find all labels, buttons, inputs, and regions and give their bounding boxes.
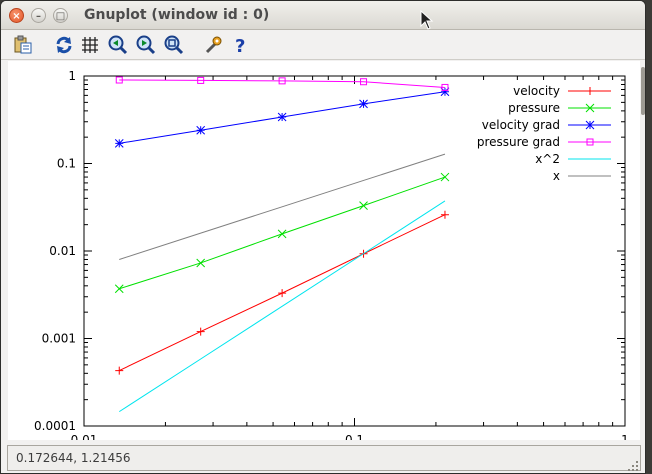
zoom-prev-icon[interactable] (107, 34, 129, 56)
log-log-chart[interactable]: 0.0001 0.001 0.01 0.1 1 0.01 0.1 1 velocity press… (8, 61, 640, 440)
series-line-x (119, 153, 446, 260)
svg-text:?: ? (235, 36, 245, 56)
y-tick-label: 1 (68, 69, 76, 83)
legend-marker-velocity (586, 87, 594, 95)
data-point-pressure-grad (278, 77, 286, 85)
data-point-pressure (440, 172, 450, 182)
legend-label-pressure: pressure (508, 101, 560, 115)
grid-icon[interactable] (79, 34, 101, 56)
data-point-velocity (278, 289, 287, 298)
data-point-pressure (196, 258, 206, 268)
data-point-pressure-grad (115, 76, 123, 84)
series-line-x2 (118, 200, 446, 413)
vertical-scrollbar[interactable] (641, 61, 645, 440)
minimize-button[interactable]: – (31, 8, 46, 23)
data-point-velocity-grad (196, 125, 206, 135)
x-tick-label: 0.1 (345, 433, 364, 440)
data-point-velocity-grad (440, 87, 450, 97)
replot-icon[interactable] (53, 34, 75, 56)
y-tick-label: 0.01 (49, 244, 76, 258)
data-point-pressure-grad (360, 78, 368, 86)
scrollbar-thumb[interactable] (641, 67, 645, 115)
data-point-pressure (277, 229, 287, 239)
data-point-pressure (359, 201, 368, 210)
mouse-pointer-icon (420, 10, 434, 30)
legend-marker-pressure (585, 103, 595, 113)
window-title: Gnuplot (window id : 0) (84, 7, 270, 23)
data-point-pressure-grad (441, 83, 449, 91)
zoom-next-icon[interactable] (135, 34, 157, 56)
y-tick-label: 0.001 (42, 332, 76, 346)
legend-label-velocity: velocity (513, 84, 560, 98)
data-point-pressure-grad (197, 76, 205, 84)
settings-icon[interactable] (202, 34, 224, 56)
legend-label-velocity-grad: velocity grad (482, 118, 560, 132)
legend-label-x2: x^2 (535, 152, 560, 166)
x-tick-label: 1 (621, 433, 629, 440)
title-bar[interactable]: × – □ Gnuplot (window id : 0) (1, 1, 645, 30)
data-point-velocity (196, 327, 205, 336)
y-tick-label: 0.0001 (34, 419, 76, 433)
resize-grip-icon[interactable] (627, 460, 639, 472)
copy-clipboard-icon[interactable] (12, 34, 34, 56)
series-line-pressure-grad (119, 79, 446, 88)
data-point-velocity-grad (277, 112, 287, 122)
help-icon[interactable]: ? (230, 34, 252, 56)
status-bar: 0.172644, 1.21456 (1, 442, 645, 473)
legend-marker-pressure-grad (586, 138, 594, 146)
data-point-velocity (115, 366, 124, 375)
data-point-pressure (114, 284, 124, 294)
legend-marker-velocity-grad (585, 120, 595, 130)
data-point-velocity (440, 210, 449, 219)
x-tick-label: 0.01 (71, 433, 98, 440)
plot-canvas[interactable]: 0.0001 0.001 0.01 0.1 1 0.01 0.1 1 velocity press… (8, 61, 640, 440)
data-point-velocity-grad (114, 138, 124, 148)
y-tick-label: 0.1 (57, 157, 76, 171)
toolbar: ? (1, 30, 645, 60)
close-button[interactable]: × (9, 8, 24, 23)
maximize-button[interactable]: □ (53, 8, 68, 23)
data-point-velocity-grad (359, 99, 368, 109)
autoscale-icon[interactable] (163, 34, 185, 56)
legend-label-x: x (553, 169, 560, 183)
legend-label-pressure-grad: pressure grad (477, 135, 560, 149)
cursor-coordinates: 0.172644, 1.21456 (7, 445, 641, 471)
